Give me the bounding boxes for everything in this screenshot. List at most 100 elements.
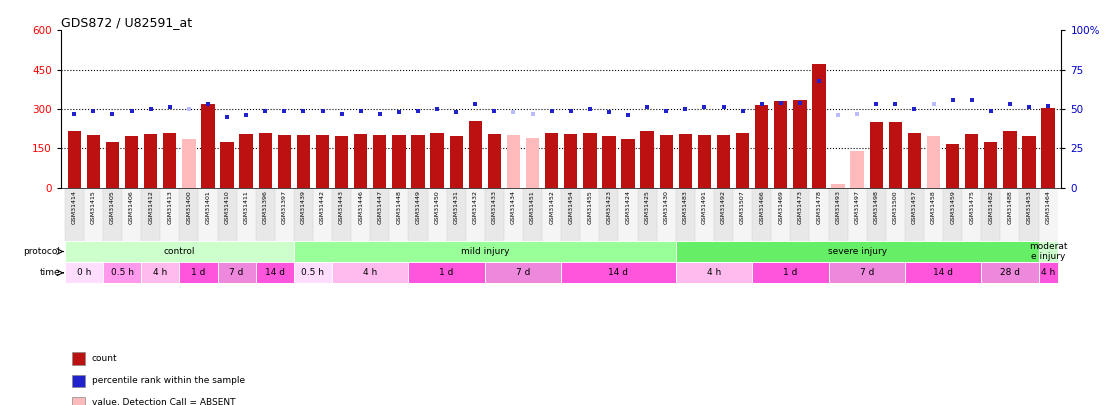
Bar bbox=[695, 188, 714, 241]
Text: GSM31498: GSM31498 bbox=[874, 190, 879, 224]
Bar bbox=[526, 138, 540, 188]
Bar bbox=[581, 188, 599, 241]
Bar bbox=[258, 132, 271, 188]
Bar bbox=[465, 188, 485, 241]
Text: GSM31475: GSM31475 bbox=[970, 190, 974, 224]
Text: 4 h: 4 h bbox=[707, 269, 721, 277]
Text: GSM31457: GSM31457 bbox=[912, 190, 917, 224]
Text: GSM31451: GSM31451 bbox=[530, 190, 535, 224]
Bar bbox=[889, 122, 902, 188]
Text: 1 d: 1 d bbox=[440, 269, 454, 277]
Text: GSM31497: GSM31497 bbox=[854, 190, 860, 224]
Text: 4 h: 4 h bbox=[363, 269, 378, 277]
Bar bbox=[810, 188, 829, 241]
Bar bbox=[924, 188, 943, 241]
Bar bbox=[103, 262, 141, 284]
Bar bbox=[755, 105, 768, 188]
Bar bbox=[733, 188, 752, 241]
Bar bbox=[793, 100, 807, 188]
Bar bbox=[812, 64, 825, 188]
Bar bbox=[717, 135, 730, 188]
Bar bbox=[984, 142, 997, 188]
Text: GSM31453: GSM31453 bbox=[1026, 190, 1032, 224]
Bar bbox=[927, 136, 941, 188]
Bar bbox=[125, 136, 138, 188]
Bar bbox=[790, 188, 810, 241]
Bar bbox=[943, 188, 962, 241]
Bar bbox=[141, 262, 179, 284]
Bar bbox=[1038, 241, 1058, 262]
Bar bbox=[1003, 131, 1017, 188]
Bar bbox=[870, 122, 883, 188]
Text: 0 h: 0 h bbox=[76, 269, 91, 277]
Bar bbox=[389, 188, 409, 241]
Bar bbox=[64, 262, 103, 284]
Text: GSM31405: GSM31405 bbox=[110, 190, 115, 224]
Bar bbox=[736, 132, 749, 188]
Bar bbox=[657, 188, 676, 241]
Bar bbox=[982, 262, 1038, 284]
Bar bbox=[64, 188, 84, 241]
Bar bbox=[831, 183, 844, 188]
Text: 0.5 h: 0.5 h bbox=[111, 269, 134, 277]
Text: GSM31450: GSM31450 bbox=[434, 190, 440, 224]
Bar bbox=[637, 188, 657, 241]
Bar bbox=[198, 188, 217, 241]
Bar bbox=[237, 188, 256, 241]
Text: GSM31397: GSM31397 bbox=[281, 190, 287, 224]
Text: GSM31433: GSM31433 bbox=[492, 190, 496, 224]
Bar bbox=[335, 136, 348, 188]
Text: severe injury: severe injury bbox=[828, 247, 886, 256]
Text: GSM31488: GSM31488 bbox=[1007, 190, 1013, 224]
Text: GSM31424: GSM31424 bbox=[626, 190, 630, 224]
Text: time: time bbox=[40, 269, 60, 277]
Text: GSM31449: GSM31449 bbox=[416, 190, 421, 224]
Text: GSM31483: GSM31483 bbox=[683, 190, 688, 224]
Bar bbox=[752, 188, 771, 241]
Text: GSM31459: GSM31459 bbox=[951, 190, 955, 224]
Text: GSM31469: GSM31469 bbox=[778, 190, 783, 224]
Bar bbox=[409, 188, 428, 241]
Bar bbox=[678, 134, 692, 188]
Bar bbox=[144, 134, 157, 188]
Bar bbox=[504, 188, 523, 241]
Bar bbox=[907, 132, 921, 188]
Bar bbox=[640, 131, 654, 188]
Text: GSM31455: GSM31455 bbox=[587, 190, 593, 224]
Text: GSM31443: GSM31443 bbox=[339, 190, 345, 224]
Bar bbox=[275, 188, 294, 241]
Bar bbox=[714, 188, 733, 241]
Text: 7 d: 7 d bbox=[516, 269, 531, 277]
Bar bbox=[603, 136, 616, 188]
Bar bbox=[469, 121, 482, 188]
Text: 14 d: 14 d bbox=[265, 269, 285, 277]
Bar bbox=[161, 188, 179, 241]
Bar bbox=[829, 262, 905, 284]
Bar bbox=[659, 135, 673, 188]
Text: protocol: protocol bbox=[23, 247, 60, 256]
Text: GSM31401: GSM31401 bbox=[205, 190, 211, 224]
Bar bbox=[583, 132, 596, 188]
Text: GSM31452: GSM31452 bbox=[550, 190, 554, 224]
Text: GSM31414: GSM31414 bbox=[72, 190, 76, 224]
Text: GSM31448: GSM31448 bbox=[397, 190, 401, 224]
Text: 4 h: 4 h bbox=[153, 269, 167, 277]
Text: GSM31412: GSM31412 bbox=[148, 190, 153, 224]
Bar bbox=[105, 142, 120, 188]
Bar bbox=[905, 188, 924, 241]
Bar bbox=[564, 134, 577, 188]
Bar bbox=[450, 136, 463, 188]
Text: GSM31446: GSM31446 bbox=[358, 190, 363, 224]
Bar bbox=[965, 134, 978, 188]
Bar bbox=[848, 188, 866, 241]
Text: GSM31447: GSM31447 bbox=[378, 190, 382, 224]
Text: 0.5 h: 0.5 h bbox=[301, 269, 325, 277]
Bar bbox=[982, 188, 1001, 241]
Bar bbox=[428, 188, 447, 241]
Bar bbox=[618, 188, 637, 241]
Bar bbox=[332, 188, 351, 241]
Text: GSM31439: GSM31439 bbox=[301, 190, 306, 224]
Bar bbox=[297, 135, 310, 188]
Bar bbox=[312, 188, 332, 241]
Bar bbox=[220, 142, 234, 188]
